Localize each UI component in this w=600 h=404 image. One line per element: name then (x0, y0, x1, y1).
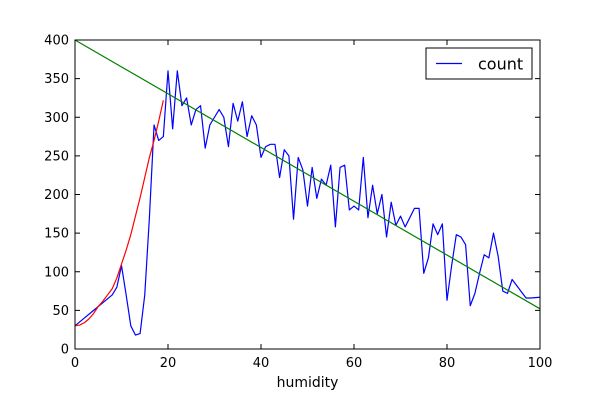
legend: count (425, 47, 533, 80)
x-tick-label: 40 (253, 356, 270, 371)
y-tick-label: 300 (44, 111, 69, 126)
legend-label-count: count (478, 55, 523, 74)
x-tick-label: 20 (160, 356, 177, 371)
y-tick-label: 50 (52, 304, 69, 319)
x-axis-label: humidity (277, 375, 339, 391)
x-tick-label: 100 (528, 356, 553, 371)
series-layer (74, 39, 541, 336)
y-tick-label: 400 (44, 34, 69, 49)
series-line-count (74, 70, 541, 336)
y-tick-label: 100 (44, 265, 69, 280)
x-tick-label: 80 (439, 356, 456, 371)
x-axis: 0 20 40 60 80 100 (71, 40, 553, 371)
x-tick-label: 0 (71, 356, 79, 371)
x-tick-label: 60 (346, 356, 363, 371)
plot-background (75, 40, 540, 349)
y-tick-label: 150 (44, 227, 69, 242)
y-axis: 0 50 100 150 200 250 300 350 400 (44, 34, 540, 358)
series-line-series-2 (74, 100, 164, 327)
y-tick-label: 200 (44, 188, 69, 203)
y-tick-label: 250 (44, 149, 69, 164)
y-tick-label: 350 (44, 72, 69, 87)
series-line-series-1 (74, 39, 541, 310)
y-tick-label: 0 (61, 343, 69, 358)
